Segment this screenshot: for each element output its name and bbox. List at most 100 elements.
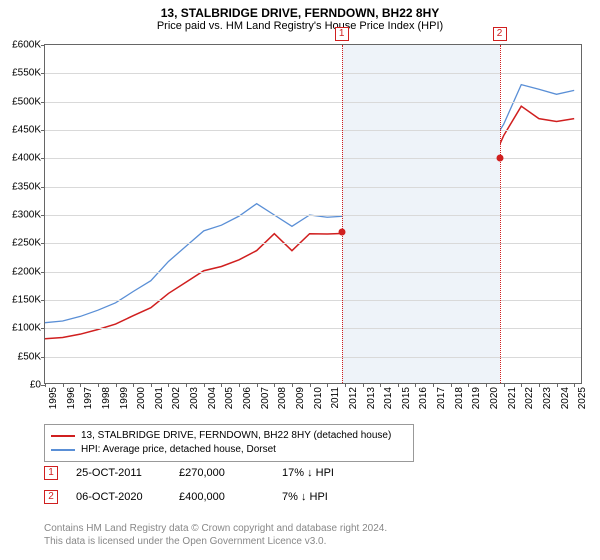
chart-subtitle: Price paid vs. HM Land Registry's House … [0, 20, 600, 32]
xtick-label: 2019 [471, 387, 482, 409]
xtick-label: 2014 [383, 387, 394, 409]
ytick-label: £600K [12, 40, 45, 51]
xtick [151, 383, 152, 387]
xtick-label: 2024 [560, 387, 571, 409]
gridline-h [45, 215, 581, 216]
footer-attribution: Contains HM Land Registry data © Crown c… [44, 522, 387, 548]
xtick [221, 383, 222, 387]
xtick [486, 383, 487, 387]
ytick-label: £400K [12, 153, 45, 164]
gridline-h [45, 357, 581, 358]
highlight-band [342, 45, 500, 383]
ytick-label: £100K [12, 323, 45, 334]
xtick-label: 2018 [454, 387, 465, 409]
sale-date: 06-OCT-2020 [76, 491, 161, 503]
xtick-label: 2001 [154, 387, 165, 409]
legend-item: 13, STALBRIDGE DRIVE, FERNDOWN, BH22 8HY… [51, 429, 407, 443]
xtick-label: 2023 [542, 387, 553, 409]
xtick [468, 383, 469, 387]
sale-row: 1 25-OCT-2011 £270,000 17% ↓ HPI [44, 466, 367, 480]
legend-label: 13, STALBRIDGE DRIVE, FERNDOWN, BH22 8HY… [81, 429, 391, 443]
xtick-label: 2013 [366, 387, 377, 409]
sale-price: £270,000 [179, 467, 264, 479]
xtick-label: 2007 [260, 387, 271, 409]
xtick [557, 383, 558, 387]
gridline-h [45, 102, 581, 103]
ytick-label: £250K [12, 238, 45, 249]
ytick-label: £550K [12, 68, 45, 79]
sale-marker-box: 1 [335, 27, 349, 41]
legend-swatch [51, 449, 75, 451]
gridline-h [45, 272, 581, 273]
xtick [574, 383, 575, 387]
xtick [451, 383, 452, 387]
xtick-label: 1995 [48, 387, 59, 409]
xtick [539, 383, 540, 387]
sale-diff: 17% ↓ HPI [282, 467, 367, 479]
gridline-h [45, 300, 581, 301]
xtick-label: 1996 [66, 387, 77, 409]
sale-date: 25-OCT-2011 [76, 467, 161, 479]
xtick [292, 383, 293, 387]
gridline-h [45, 130, 581, 131]
gridline-h [45, 328, 581, 329]
sale-point-marker [496, 155, 503, 162]
xtick-label: 2010 [313, 387, 324, 409]
xtick [380, 383, 381, 387]
legend-label: HPI: Average price, detached house, Dors… [81, 443, 276, 457]
xtick-label: 2011 [330, 387, 341, 409]
ytick-label: £500K [12, 96, 45, 107]
xtick [504, 383, 505, 387]
chart-container: 13, STALBRIDGE DRIVE, FERNDOWN, BH22 8HY… [0, 0, 600, 560]
xtick [310, 383, 311, 387]
ytick-label: £50K [18, 351, 45, 362]
sale-row-marker: 1 [44, 466, 58, 480]
xtick [80, 383, 81, 387]
xtick-label: 2022 [524, 387, 535, 409]
ytick-label: £150K [12, 295, 45, 306]
xtick [133, 383, 134, 387]
xtick-label: 2017 [436, 387, 447, 409]
xtick [45, 383, 46, 387]
xtick [98, 383, 99, 387]
gridline-h [45, 187, 581, 188]
xtick-label: 2021 [507, 387, 518, 409]
xtick-label: 1998 [101, 387, 112, 409]
xtick-label: 2012 [348, 387, 359, 409]
xtick-label: 2015 [401, 387, 412, 409]
chart-title: 13, STALBRIDGE DRIVE, FERNDOWN, BH22 8HY [0, 0, 600, 20]
xtick-label: 2025 [577, 387, 588, 409]
xtick [327, 383, 328, 387]
xtick-label: 2009 [295, 387, 306, 409]
plot-area: £0£50K£100K£150K£200K£250K£300K£350K£400… [44, 44, 582, 384]
xtick [521, 383, 522, 387]
ytick-label: £350K [12, 181, 45, 192]
ytick-label: £0 [30, 380, 45, 391]
xtick-label: 2008 [277, 387, 288, 409]
xtick [186, 383, 187, 387]
sale-price: £400,000 [179, 491, 264, 503]
sale-vline [342, 45, 343, 383]
xtick [274, 383, 275, 387]
legend-item: HPI: Average price, detached house, Dors… [51, 443, 407, 457]
legend-swatch [51, 435, 75, 437]
sale-row-marker: 2 [44, 490, 58, 504]
xtick-label: 1997 [83, 387, 94, 409]
footer-line-2: This data is licensed under the Open Gov… [44, 535, 387, 548]
xtick-label: 2000 [136, 387, 147, 409]
xtick [116, 383, 117, 387]
xtick-label: 1999 [119, 387, 130, 409]
sale-diff: 7% ↓ HPI [282, 491, 367, 503]
ytick-label: £450K [12, 125, 45, 136]
xtick [239, 383, 240, 387]
gridline-h [45, 73, 581, 74]
legend: 13, STALBRIDGE DRIVE, FERNDOWN, BH22 8HY… [44, 424, 414, 462]
sale-point-marker [338, 229, 345, 236]
ytick-label: £300K [12, 210, 45, 221]
xtick [398, 383, 399, 387]
sale-vline [500, 45, 501, 383]
xtick-label: 2020 [489, 387, 500, 409]
footer-line-1: Contains HM Land Registry data © Crown c… [44, 522, 387, 535]
xtick [168, 383, 169, 387]
sale-row: 2 06-OCT-2020 £400,000 7% ↓ HPI [44, 490, 367, 504]
